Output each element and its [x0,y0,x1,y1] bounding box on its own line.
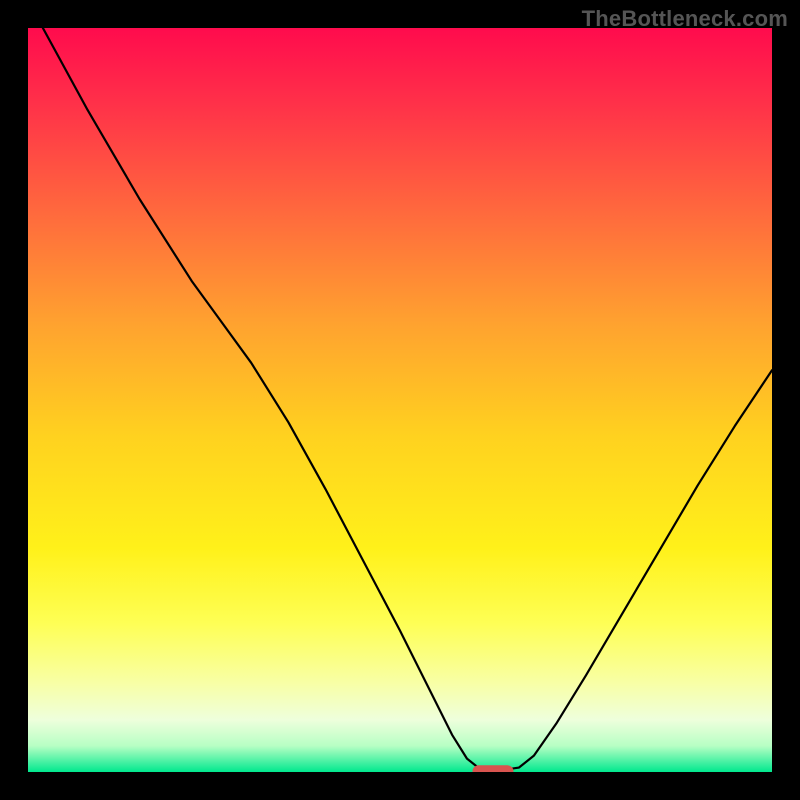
chart-svg [0,0,800,800]
bottleneck-chart [0,0,800,800]
watermark-label: TheBottleneck.com [582,6,788,32]
plot-area [28,28,772,772]
